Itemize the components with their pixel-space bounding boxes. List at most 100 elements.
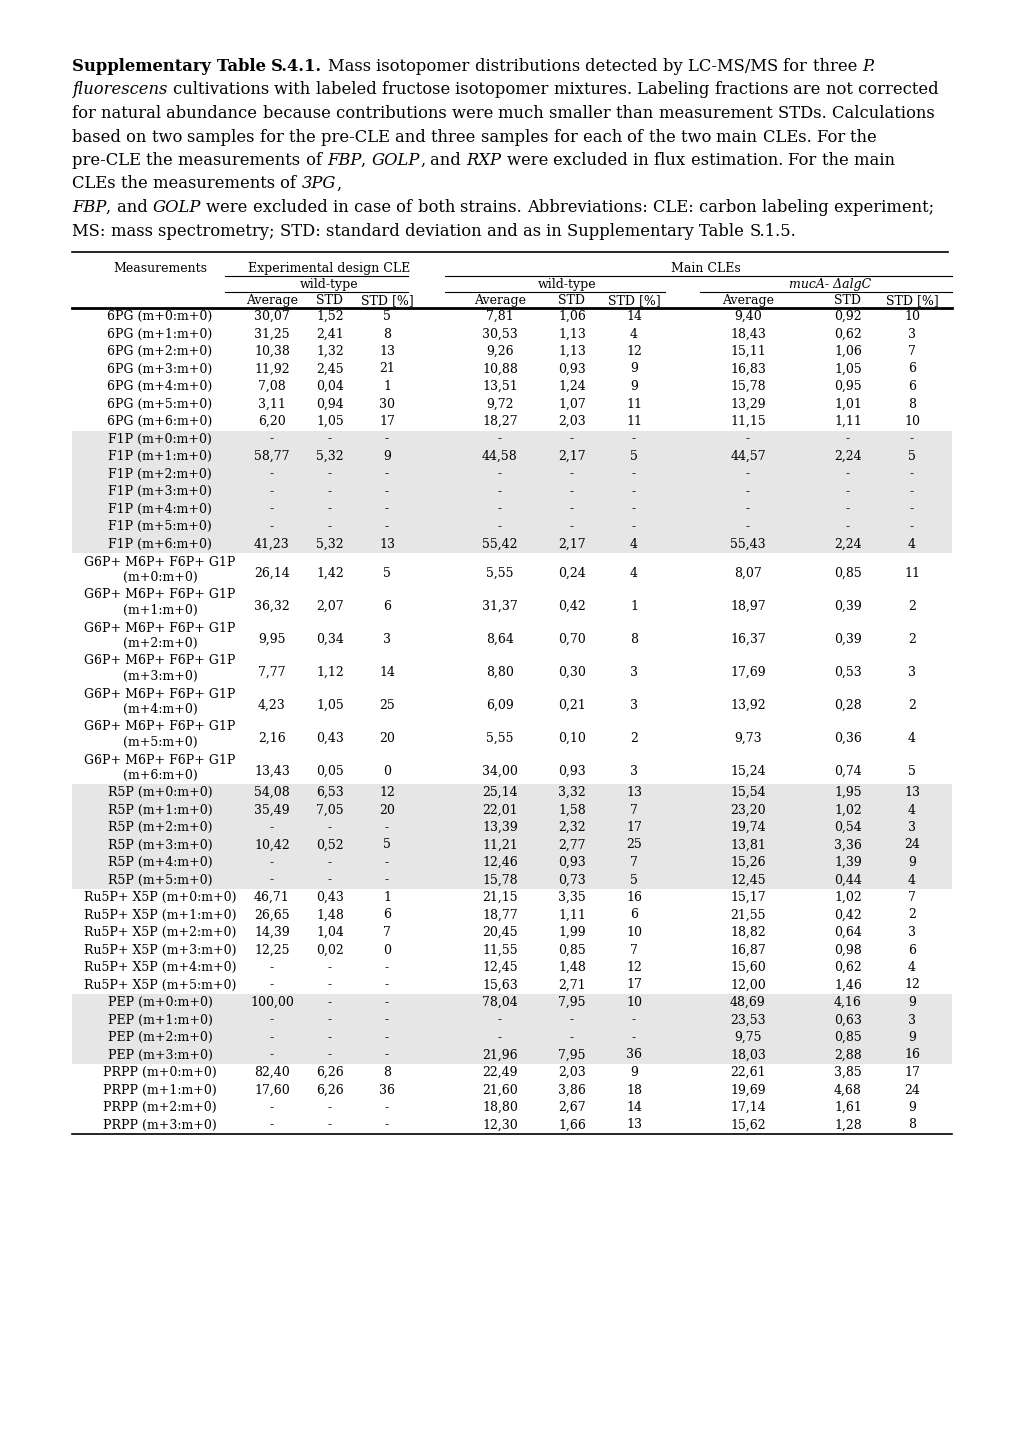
Text: 6,53: 6,53 [316, 786, 343, 799]
Text: 7: 7 [630, 944, 637, 957]
Text: -: - [745, 502, 749, 515]
Text: -: - [570, 485, 574, 498]
Text: with: with [274, 81, 315, 98]
Text: -: - [497, 519, 501, 532]
Text: 3: 3 [907, 821, 915, 834]
Text: 2,32: 2,32 [557, 821, 585, 834]
Text: 0,02: 0,02 [316, 944, 343, 957]
Text: CLEs: CLEs [72, 176, 121, 192]
Text: For: For [788, 152, 821, 169]
Text: 0,94: 0,94 [316, 397, 343, 410]
Text: two: two [152, 128, 187, 146]
Bar [72, 1029, 951, 1046]
Text: both: both [417, 199, 460, 216]
Text: the: the [146, 152, 178, 169]
Text: samples: samples [481, 128, 553, 146]
Text: 8: 8 [907, 1118, 915, 1131]
Text: 44,58: 44,58 [482, 450, 518, 463]
Text: fractions: fractions [714, 81, 793, 98]
Text: 0,85: 0,85 [834, 1030, 861, 1043]
Text: 16,87: 16,87 [730, 944, 765, 957]
Text: 6PG (m+3:m+0): 6PG (m+3:m+0) [107, 362, 212, 375]
Text: 0,62: 0,62 [834, 961, 861, 974]
Text: as: as [522, 222, 545, 240]
Text: 1,06: 1,06 [834, 345, 861, 358]
Text: 8: 8 [382, 328, 390, 341]
Text: than: than [615, 105, 658, 123]
Text: F1P (m+1:m+0): F1P (m+1:m+0) [108, 450, 212, 463]
Text: 6PG (m+5:m+0): 6PG (m+5:m+0) [107, 397, 212, 410]
Text: 0,39: 0,39 [834, 600, 861, 613]
Text: 23,53: 23,53 [730, 1013, 765, 1026]
Text: -: - [270, 1101, 274, 1114]
Text: -: - [384, 873, 388, 886]
Text: 19,74: 19,74 [730, 821, 765, 834]
Text: 4,16: 4,16 [834, 996, 861, 1009]
Text: 0,05: 0,05 [316, 765, 343, 778]
Text: 13,43: 13,43 [254, 765, 289, 778]
Text: 17: 17 [626, 821, 641, 834]
Text: -: - [632, 485, 636, 498]
Text: distributions: distributions [474, 58, 585, 75]
Text: -: - [270, 856, 274, 869]
Text: 11: 11 [626, 416, 641, 429]
Bar [72, 483, 951, 501]
Text: 0: 0 [382, 944, 390, 957]
Text: 0,73: 0,73 [557, 873, 585, 886]
Text: (m+0:m+0): (m+0:m+0) [122, 570, 198, 583]
Text: labeling: labeling [762, 199, 834, 216]
Text: 8,64: 8,64 [486, 633, 514, 646]
Text: 12: 12 [379, 786, 394, 799]
Text: 0: 0 [382, 765, 390, 778]
Text: 4: 4 [907, 537, 915, 550]
Text: 3,86: 3,86 [557, 1084, 585, 1097]
Text: 0,63: 0,63 [834, 1013, 861, 1026]
Text: 3,35: 3,35 [557, 890, 585, 903]
Text: 1,13: 1,13 [557, 345, 585, 358]
Text: measurements: measurements [153, 176, 280, 192]
Text: 17: 17 [626, 978, 641, 991]
Text: 10: 10 [626, 926, 641, 939]
Text: 18,80: 18,80 [482, 1101, 518, 1114]
Text: 0,42: 0,42 [557, 600, 585, 613]
Text: S.4.1.: S.4.1. [271, 58, 322, 75]
Text: -: - [745, 468, 749, 481]
Text: in: in [545, 222, 567, 240]
Text: natural: natural [101, 105, 166, 123]
Text: (m+5:m+0): (m+5:m+0) [122, 736, 197, 749]
Text: isotopomer: isotopomer [454, 81, 553, 98]
Text: G6P+ M6P+ F6P+ G1P: G6P+ M6P+ F6P+ G1P [85, 556, 235, 569]
Text: 3,32: 3,32 [557, 786, 585, 799]
Text: 7: 7 [630, 804, 637, 817]
Text: -: - [909, 502, 913, 515]
Text: 5: 5 [383, 310, 390, 323]
Text: 1,05: 1,05 [834, 362, 861, 375]
Text: 22,61: 22,61 [730, 1066, 765, 1079]
Text: -: - [270, 468, 274, 481]
Text: 13,81: 13,81 [730, 838, 765, 851]
Text: -: - [497, 485, 501, 498]
Text: 21: 21 [379, 362, 394, 375]
Text: 78,04: 78,04 [482, 996, 518, 1009]
Text: 4,68: 4,68 [834, 1084, 861, 1097]
Text: and: and [430, 152, 466, 169]
Text: Ru5P+ X5P (m+2:m+0): Ru5P+ X5P (m+2:m+0) [84, 926, 236, 939]
Text: 17,60: 17,60 [254, 1084, 289, 1097]
Bar [72, 518, 951, 535]
Text: 10,88: 10,88 [482, 362, 518, 375]
Text: PRPP (m+2:m+0): PRPP (m+2:m+0) [103, 1101, 217, 1114]
Bar [72, 837, 951, 854]
Text: Supplementary: Supplementary [567, 222, 699, 240]
Text: 1,11: 1,11 [557, 909, 585, 922]
Text: 0,70: 0,70 [557, 633, 585, 646]
Text: the: the [821, 152, 853, 169]
Text: are: are [793, 81, 825, 98]
Text: PRPP (m+3:m+0): PRPP (m+3:m+0) [103, 1118, 217, 1131]
Text: 36: 36 [626, 1049, 641, 1062]
Text: and: and [486, 222, 523, 240]
Text: the: the [121, 176, 153, 192]
Text: contributions: contributions [335, 105, 451, 123]
Text: 6PG (m+0:m+0): 6PG (m+0:m+0) [107, 310, 212, 323]
Text: -: - [270, 873, 274, 886]
Text: 0,04: 0,04 [316, 380, 343, 392]
